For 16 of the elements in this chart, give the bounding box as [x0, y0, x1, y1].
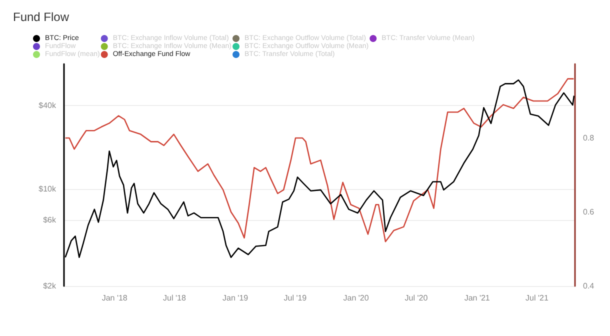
x-tick-label: Jul '20 [404, 294, 428, 302]
y-tick-label: $6k [43, 215, 57, 224]
x-tick-label: Jan '19 [222, 294, 249, 302]
y-tick-label: $10k [38, 184, 57, 194]
x-tick-label: Jan '18 [102, 294, 128, 302]
chart-title: Fund Flow [13, 10, 70, 24]
x-tick-label: Jul '18 [163, 294, 186, 302]
x-tick-label: Jan '21 [464, 294, 490, 302]
y-tick-label: $2k [43, 282, 57, 290]
x-tick-label: Jan '20 [343, 294, 370, 302]
y2-tick-label: 0.4 [583, 282, 595, 290]
y2-tick-label: 0.8 [583, 134, 595, 142]
x-tick-label: Jul '21 [526, 294, 549, 302]
y-tick-label: $40k [38, 101, 57, 110]
x-tick-label: Jul '19 [284, 294, 308, 302]
y2-tick-label: 0.6 [583, 208, 595, 216]
